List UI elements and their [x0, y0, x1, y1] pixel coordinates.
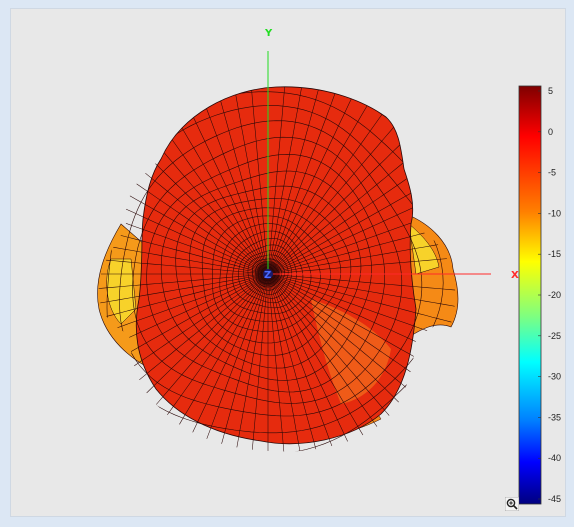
colorbar-tick-label: -30 — [548, 372, 561, 382]
mesh-ring — [232, 238, 304, 309]
mesh-spoke — [98, 254, 269, 275]
mesh-spoke — [267, 273, 420, 423]
mesh-ring — [219, 223, 321, 322]
colorbar-tick-label: -20 — [548, 290, 561, 300]
mesh-ring — [132, 136, 403, 404]
y-axis-label: Y — [264, 28, 273, 39]
mesh-spoke — [173, 273, 269, 452]
colorbar-tick-label: -35 — [548, 412, 561, 422]
mesh-spoke — [249, 86, 269, 275]
mesh-spoke — [267, 273, 324, 452]
zoom-magnifier-icon[interactable] — [504, 496, 520, 512]
mesh-spoke — [267, 273, 362, 452]
mesh-spoke — [98, 218, 269, 275]
z-axis-dot — [263, 269, 273, 279]
pattern-viewer: Y X Z 5 0 -5 -10 -15 -20 -25 -30 -35 -40 -45 — [10, 8, 566, 517]
mesh-spoke — [267, 273, 410, 440]
mesh-ring — [160, 170, 372, 381]
mesh-spoke — [193, 273, 269, 452]
colorbar-tick-label: -10 — [548, 208, 561, 218]
mesh-ring — [98, 91, 456, 452]
mesh-ring — [226, 230, 312, 315]
mesh-spoke — [267, 88, 378, 275]
mesh-ring — [175, 185, 362, 369]
mesh-spoke — [267, 273, 288, 452]
mesh-ring — [146, 153, 385, 393]
colorbar-tick-label: -40 — [548, 453, 561, 463]
mesh-spoke — [98, 273, 269, 293]
colorbar-tick-label: -25 — [548, 331, 561, 341]
mesh-spoke — [98, 273, 269, 329]
mesh-spoke — [98, 235, 269, 275]
mesh-spoke — [267, 273, 456, 311]
mesh-spoke — [267, 103, 414, 275]
z-axis-label: Z — [264, 270, 271, 281]
colorbar: 5 0 -5 -10 -15 -20 -25 -30 -35 -40 -45 — [518, 85, 561, 505]
colorbar-tick-label: -15 — [548, 249, 561, 259]
mesh-ring — [106, 105, 444, 434]
mesh-spoke — [267, 86, 342, 275]
mesh-spoke — [267, 273, 342, 452]
main-lobe — [98, 86, 456, 452]
colorbar-tick-label: 5 — [548, 86, 553, 96]
mesh-ring — [255, 261, 283, 288]
mesh-ring — [251, 258, 285, 291]
mesh-spoke — [267, 86, 288, 275]
mesh-spoke — [267, 273, 456, 329]
mesh-ring — [212, 215, 331, 332]
mesh-spoke — [98, 273, 269, 349]
mesh-spoke — [230, 86, 269, 275]
mesh-ring — [238, 244, 297, 304]
colorbar-gradient — [518, 85, 542, 505]
mesh-spoke — [230, 273, 269, 452]
mesh-spoke — [267, 93, 397, 275]
mesh-spoke — [267, 273, 456, 293]
x-axis-label: X — [511, 270, 519, 281]
mesh-ring — [201, 207, 342, 344]
mesh-ring — [243, 250, 293, 299]
axis-indicators: Y X Z — [263, 28, 519, 281]
colorbar-tick-label: 0 — [548, 127, 553, 137]
mesh-spoke — [267, 273, 398, 452]
mesh-spoke — [267, 86, 326, 275]
mesh-ring — [247, 254, 289, 295]
colorbar-tick-label: -5 — [548, 168, 556, 178]
mesh-ring — [119, 120, 423, 417]
mesh-spoke — [267, 273, 382, 452]
mesh-spoke — [267, 273, 307, 452]
mesh-ring — [189, 198, 352, 356]
colorbar-tick-label: -45 — [548, 494, 561, 504]
radiation-pattern-plot[interactable]: Y X Z 5 0 -5 -10 -15 -20 -25 -30 -35 -40 -45 — [11, 9, 567, 518]
mesh-spoke — [98, 273, 269, 311]
